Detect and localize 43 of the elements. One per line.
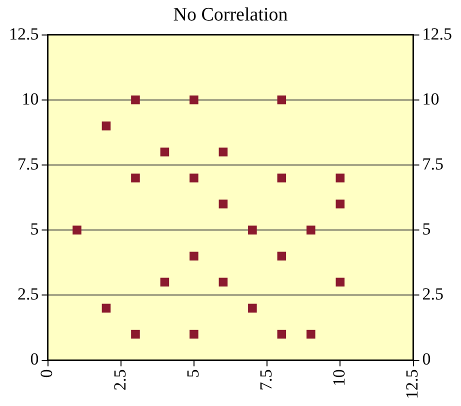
y-tick-label: 7.5 bbox=[18, 154, 39, 174]
x-tick-label: 5 bbox=[183, 369, 202, 378]
point bbox=[190, 330, 198, 339]
point bbox=[131, 330, 140, 339]
point bbox=[160, 148, 170, 156]
point bbox=[218, 278, 228, 287]
point bbox=[160, 278, 170, 287]
y-tick-label: 12.5 bbox=[9, 24, 39, 44]
point bbox=[336, 200, 345, 208]
point bbox=[190, 96, 198, 104]
point bbox=[248, 226, 257, 234]
point bbox=[277, 96, 286, 104]
point bbox=[336, 278, 345, 287]
point bbox=[306, 330, 316, 339]
point bbox=[190, 174, 198, 182]
point bbox=[72, 226, 82, 234]
y2-tick-label: 7.5 bbox=[422, 154, 444, 174]
point bbox=[190, 252, 198, 260]
y-tick-label: 2.5 bbox=[18, 284, 39, 304]
y2-tick-label: 5 bbox=[422, 220, 431, 239]
point bbox=[218, 200, 228, 208]
y2-tick-label: 2.5 bbox=[422, 284, 444, 304]
point bbox=[277, 174, 286, 182]
point bbox=[277, 252, 286, 260]
x-tick-label: 7.5 bbox=[256, 369, 276, 390]
chart-title: No Correlation bbox=[173, 4, 288, 26]
y-tick-label: 5 bbox=[30, 220, 39, 239]
y-tick-label: 10 bbox=[22, 89, 39, 108]
point bbox=[336, 174, 345, 182]
point bbox=[218, 148, 228, 156]
point bbox=[131, 96, 140, 104]
x-tick-label: 10 bbox=[330, 369, 349, 386]
point bbox=[277, 330, 286, 339]
x-tick-label: 12.5 bbox=[402, 369, 422, 399]
y2-tick-label: 10 bbox=[422, 89, 440, 108]
point bbox=[248, 304, 257, 313]
point bbox=[102, 304, 111, 313]
point bbox=[306, 226, 316, 234]
x-tick-label: 0 bbox=[37, 369, 56, 378]
x-tick-label: 2.5 bbox=[110, 369, 130, 390]
point bbox=[102, 122, 111, 130]
point bbox=[131, 174, 140, 182]
y2-tick-label: 12.5 bbox=[422, 24, 452, 44]
